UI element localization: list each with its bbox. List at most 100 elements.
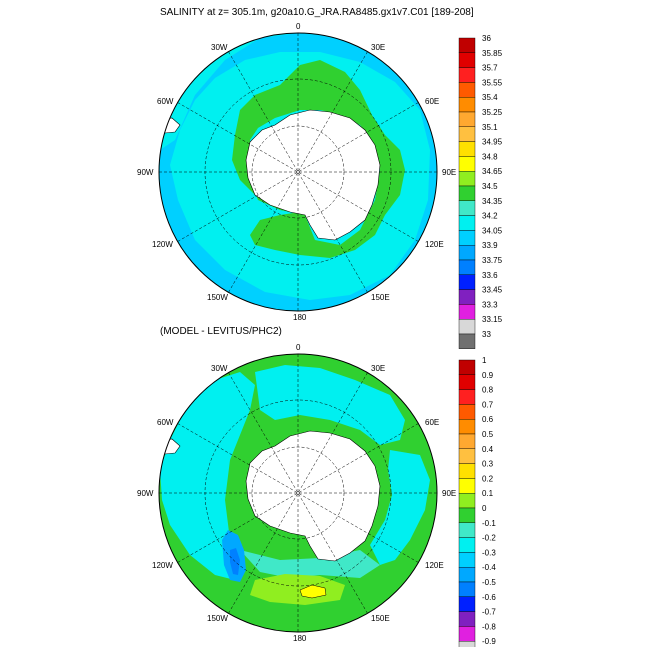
bottom-ocean-light-green-band <box>250 574 345 605</box>
bottom-colorbar-swatch <box>458 641 476 647</box>
top-colorbar-swatch <box>458 230 476 246</box>
top-colorbar-label: 35.85 <box>482 49 503 58</box>
bottom-lon-30w: 30W <box>211 364 228 373</box>
top-colorbar-swatch <box>458 185 476 202</box>
top-colorbar-swatch <box>458 244 476 261</box>
top-colorbar-swatch <box>458 126 476 142</box>
top-lon-120e: 120E <box>425 240 444 249</box>
bottom-colorbar-swatch <box>458 522 476 538</box>
bottom-ocean-cyan-west <box>160 372 255 580</box>
top-colorbar-swatch <box>458 274 476 290</box>
bottom-colorbar-swatch <box>458 596 476 612</box>
bottom-colorbar-label: -0.7 <box>482 608 496 617</box>
bottom-graticule <box>159 354 437 632</box>
bottom-lon-150w: 150W <box>207 614 228 623</box>
bottom-colorbar-label: 0.4 <box>482 445 494 454</box>
top-colorbar-label: 34.2 <box>482 212 498 221</box>
bottom-lon-60w: 60W <box>157 418 174 427</box>
top-colorbar-label: 33.75 <box>482 256 503 265</box>
top-colorbar-label: 33.45 <box>482 286 503 295</box>
bottom-colorbar-swatch <box>458 581 476 598</box>
bottom-lon-180: 180 <box>293 634 307 643</box>
bottom-colorbar-label: 0.1 <box>482 489 494 498</box>
top-panel: SALINITY at z= 305.1m, g20a10.G_JRA.RA84… <box>137 7 503 350</box>
top-colorbar-label: 33.9 <box>482 241 498 250</box>
bottom-colorbar-swatch <box>458 478 476 494</box>
top-colorbar: 36 35.85 35.7 35.55 35.4 35.25 35.1 34.95 34.8 34… <box>458 34 503 350</box>
top-lon-120w: 120W <box>152 240 173 249</box>
top-map-border <box>158 32 438 312</box>
bottom-lon-120w: 120W <box>152 561 173 570</box>
bottom-colorbar-swatch <box>458 404 476 420</box>
top-colorbar-swatch <box>458 333 476 350</box>
bottom-colorbar-label: 0.6 <box>482 415 494 424</box>
top-graticule <box>159 33 437 311</box>
bottom-colorbar-swatch <box>458 389 476 405</box>
top-lon-60e: 60E <box>425 97 439 106</box>
bottom-colorbar-label: -0.9 <box>482 637 496 646</box>
top-lon-90e: 90E <box>442 168 456 177</box>
bottom-colorbar-swatch <box>458 611 476 627</box>
top-colorbar-swatch <box>458 319 476 335</box>
bottom-map <box>159 354 437 632</box>
bottom-colorbar-label: 0.8 <box>482 386 494 395</box>
top-colorbar-label: 35.4 <box>482 93 498 102</box>
bottom-colorbar-swatch <box>458 448 476 464</box>
bottom-ocean-cyan-north <box>255 365 405 445</box>
bottom-colorbar-swatch <box>458 537 476 553</box>
top-panel-title: SALINITY at z= 305.1m, g20a10.G_JRA.RA84… <box>160 7 474 18</box>
top-colorbar-label: 36 <box>482 34 491 43</box>
top-colorbar-label: 34.35 <box>482 197 503 206</box>
top-colorbar-label: 33.3 <box>482 300 498 309</box>
bottom-colorbar-label: 0.5 <box>482 430 494 439</box>
top-colorbar-swatch <box>458 259 476 276</box>
bottom-colorbar-swatch <box>458 552 476 568</box>
top-lon-30w: 30W <box>211 43 228 52</box>
bottom-lon-120e: 120E <box>425 561 444 570</box>
top-ocean-green-ring <box>232 60 405 258</box>
top-colorbar-label: 34.65 <box>482 167 503 176</box>
top-lon-60w: 60W <box>157 97 174 106</box>
top-colorbar-swatch <box>458 289 476 305</box>
top-colorbar-label: 34.95 <box>482 138 503 147</box>
bottom-ocean-deep-blue-anomaly <box>230 548 240 575</box>
top-colorbar-swatch <box>458 170 476 187</box>
top-colorbar-label: 33 <box>482 330 491 339</box>
top-colorbar-swatch <box>458 156 476 172</box>
bottom-colorbar-label: 0.9 <box>482 371 494 380</box>
top-lon-180: 180 <box>293 313 307 322</box>
bottom-colorbar-label: 0.2 <box>482 474 494 483</box>
top-colorbar-label: 33.6 <box>482 271 498 280</box>
top-colorbar-swatch <box>458 111 476 128</box>
bottom-colorbar-label: -0.2 <box>482 534 496 543</box>
bottom-colorbar-label: -0.3 <box>482 548 496 557</box>
bottom-lon-150e: 150E <box>371 614 390 623</box>
bottom-colorbar-label: -0.5 <box>482 578 496 587</box>
bottom-lon-90w: 90W <box>137 489 154 498</box>
bottom-colorbar: 1 0.9 0.8 0.7 0.6 0.5 0.4 0.3 0.2 0.1 0 -0.1 -0.2 -0.… <box>458 356 496 647</box>
top-colorbar-label: 33.15 <box>482 315 503 324</box>
bottom-lon-30e: 30E <box>371 364 385 373</box>
bottom-map-border <box>158 353 438 633</box>
top-colorbar-label: 35.7 <box>482 64 498 73</box>
top-colorbar-label: 34.05 <box>482 226 503 235</box>
bottom-lon-0: 0 <box>296 343 301 352</box>
top-colorbar-label: 35.1 <box>482 123 498 132</box>
bottom-colorbar-label: -0.8 <box>482 622 496 631</box>
bottom-colorbar-label: 0 <box>482 504 487 513</box>
top-colorbar-swatch <box>458 141 476 157</box>
bottom-colorbar-swatch <box>458 626 476 642</box>
top-colorbar-label: 35.55 <box>482 78 503 87</box>
top-colorbar-swatch <box>458 200 476 216</box>
top-lon-150w: 150W <box>207 293 228 302</box>
top-lon-30e: 30E <box>371 43 385 52</box>
top-colorbar-label: 34.5 <box>482 182 498 191</box>
top-lon-0: 0 <box>296 22 301 31</box>
top-lon-150e: 150E <box>371 293 390 302</box>
bottom-colorbar-label: -0.6 <box>482 593 496 602</box>
top-colorbar-swatch <box>458 96 476 113</box>
bottom-colorbar-swatch <box>458 359 476 376</box>
bottom-colorbar-label: 0.3 <box>482 460 494 469</box>
bottom-colorbar-label: 1 <box>482 356 487 365</box>
